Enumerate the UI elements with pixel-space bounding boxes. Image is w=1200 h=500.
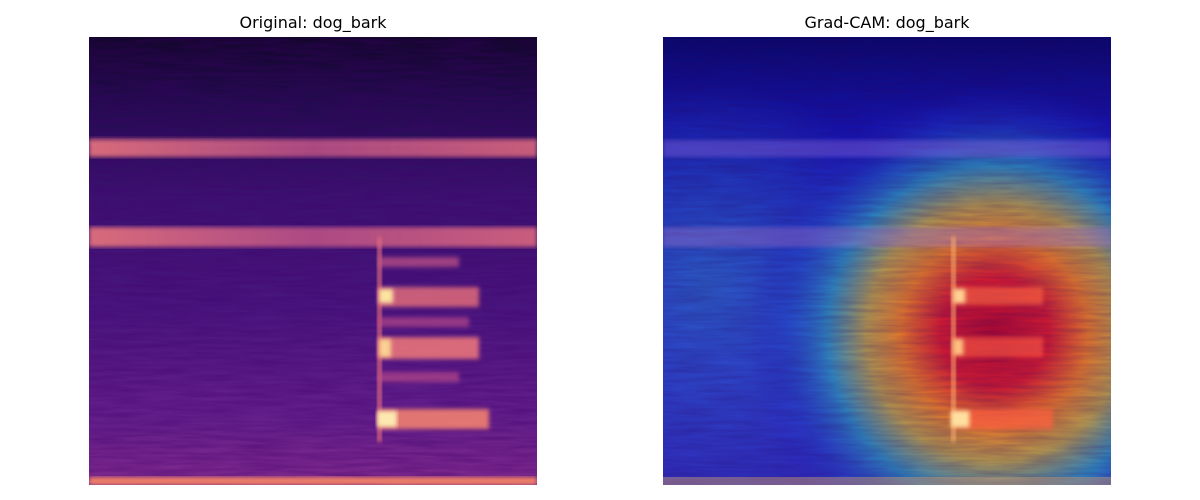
gradcam-panel-title: Grad-CAM: dog_bark [804,13,970,32]
original-panel-title: Original: dog_bark [239,13,387,32]
upper-harmonic-band [89,140,537,157]
original-spectrogram-image [89,37,537,485]
gradcam-heatmap-image [663,37,1111,485]
lower-harmonic-band [89,227,537,247]
